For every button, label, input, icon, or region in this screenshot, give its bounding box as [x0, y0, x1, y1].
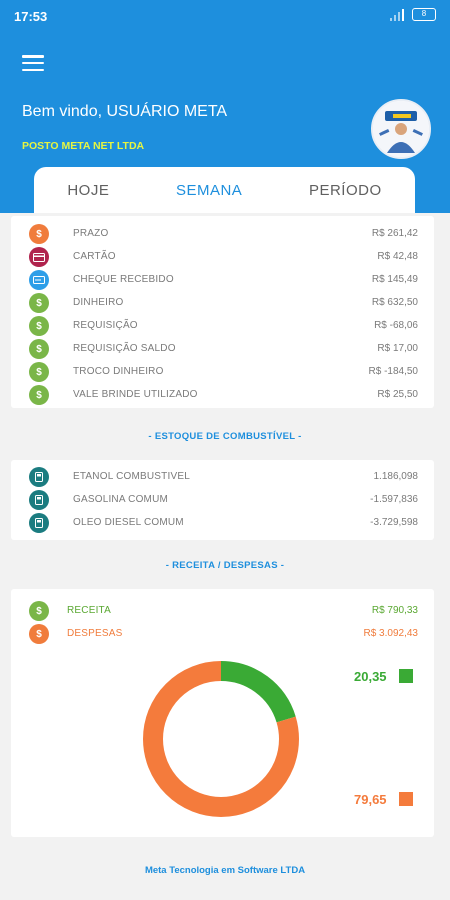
- legend-value-despesas: 79,65: [354, 792, 387, 807]
- legend-swatch-despesas: [399, 792, 413, 806]
- money-bag-icon: $: [29, 624, 49, 644]
- stock-card: ETANOL COMBUSTIVEL 1.186,098 GASOLINA CO…: [11, 460, 434, 540]
- list-item: $ DINHEIRO R$ 632,50: [11, 293, 434, 313]
- payment-label: DINHEIRO: [73, 297, 124, 308]
- revenue-card: $ RECEITA R$ 790,33 $ DESPESAS R$ 3.092,…: [11, 589, 434, 837]
- stock-label: GASOLINA COMUM: [73, 494, 169, 505]
- list-item: $ VALE BRINDE UTILIZADO R$ 25,50: [11, 385, 434, 405]
- fuel-pump-icon: [29, 467, 49, 487]
- welcome-text: Bem vindo, USUÁRIO META: [22, 103, 228, 120]
- status-bar: 17:53 8: [0, 0, 450, 34]
- payment-label: REQUISIÇÃO SALDO: [73, 343, 176, 354]
- list-item: CARTÃO R$ 42,48: [11, 247, 434, 267]
- payment-value: R$ 42,48: [377, 251, 418, 262]
- list-item: OLEO DIESEL COMUM -3.729,598: [11, 513, 434, 533]
- check-icon: [29, 270, 49, 290]
- payment-value: R$ 261,42: [371, 228, 418, 239]
- payment-label: TROCO DINHEIRO: [73, 366, 164, 377]
- stock-value: -3.729,598: [370, 517, 418, 528]
- list-item: CHEQUE RECEBIDO R$ 145,49: [11, 270, 434, 290]
- list-item: $ REQUISIÇÃO R$ -68,06: [11, 316, 434, 336]
- battery-icon: 8: [412, 8, 436, 21]
- signal-icon: [390, 8, 404, 21]
- footer-text: Meta Tecnologia em Software LTDA: [144, 865, 306, 876]
- credit-card-icon: [29, 247, 49, 267]
- list-item: $ TROCO DINHEIRO R$ -184,50: [11, 362, 434, 382]
- payment-value: R$ 25,50: [377, 389, 418, 400]
- money-bag-icon: $: [29, 224, 49, 244]
- money-bag-icon: $: [29, 362, 49, 382]
- app-header: 17:53 8 Bem vindo, USUÁRIO META POSTO ME…: [0, 0, 450, 213]
- battery-level: 8: [421, 9, 427, 18]
- donut-slice-despesas: [143, 661, 299, 817]
- expense-value: R$ 3.092,43: [363, 628, 419, 639]
- money-bag-icon: $: [29, 316, 49, 336]
- status-time: 17:53: [14, 9, 48, 24]
- payment-label: REQUISIÇÃO: [73, 320, 138, 331]
- money-bag-icon: $: [29, 385, 49, 405]
- payment-value: R$ -68,06: [374, 320, 418, 331]
- payment-value: R$ -184,50: [368, 366, 418, 377]
- stock-value: 1.186,098: [373, 471, 419, 482]
- payment-label: CARTÃO: [73, 251, 116, 262]
- revenue-label: RECEITA: [67, 605, 111, 616]
- list-item: $ RECEITA R$ 790,33: [11, 601, 434, 621]
- payment-value: R$ 17,00: [377, 343, 418, 354]
- list-item: GASOLINA COMUM -1.597,836: [11, 490, 434, 510]
- list-item: $ REQUISIÇÃO SALDO R$ 17,00: [11, 339, 434, 359]
- list-item: ETANOL COMBUSTIVEL 1.186,098: [11, 467, 434, 487]
- payment-label: CHEQUE RECEBIDO: [73, 274, 174, 285]
- fuel-pump-icon: [29, 513, 49, 533]
- legend-swatch-receita: [399, 669, 413, 683]
- stock-label: ETANOL COMBUSTIVEL: [73, 471, 190, 482]
- money-bag-icon: $: [29, 293, 49, 313]
- donut-chart: [143, 661, 299, 817]
- tab-semana[interactable]: SEMANA: [175, 181, 243, 199]
- payment-value: R$ 632,50: [371, 297, 418, 308]
- legend-value-receita: 20,35: [354, 669, 387, 684]
- payment-value: R$ 145,49: [371, 274, 418, 285]
- avatar[interactable]: [371, 99, 431, 159]
- stock-value: -1.597,836: [370, 494, 418, 505]
- revenue-section-title: - RECEITA / DESPESAS -: [165, 560, 285, 571]
- payments-card: $ PRAZO R$ 261,42 CARTÃO R$ 42,48 CHEQUE…: [11, 216, 434, 408]
- status-icons: 8: [390, 8, 436, 21]
- payment-label: VALE BRINDE UTILIZADO: [73, 389, 198, 400]
- money-bag-icon: $: [29, 601, 49, 621]
- tab-hoje[interactable]: HOJE: [67, 181, 110, 199]
- list-item: $ PRAZO R$ 261,42: [11, 224, 434, 244]
- stock-label: OLEO DIESEL COMUM: [73, 517, 184, 528]
- stock-section-title: - ESTOQUE DE COMBUSTÍVEL -: [148, 431, 302, 442]
- money-bag-icon: $: [29, 339, 49, 359]
- hamburger-menu-icon[interactable]: [22, 55, 44, 71]
- fuel-pump-icon: [29, 490, 49, 510]
- company-name: POSTO META NET LTDA: [22, 140, 145, 152]
- payment-label: PRAZO: [73, 228, 109, 239]
- revenue-value: R$ 790,33: [371, 605, 418, 616]
- period-tabs: HOJE SEMANA PERÍODO: [34, 167, 415, 213]
- list-item: $ DESPESAS R$ 3.092,43: [11, 624, 434, 644]
- tab-periodo[interactable]: PERÍODO: [308, 181, 382, 199]
- expense-label: DESPESAS: [67, 628, 123, 639]
